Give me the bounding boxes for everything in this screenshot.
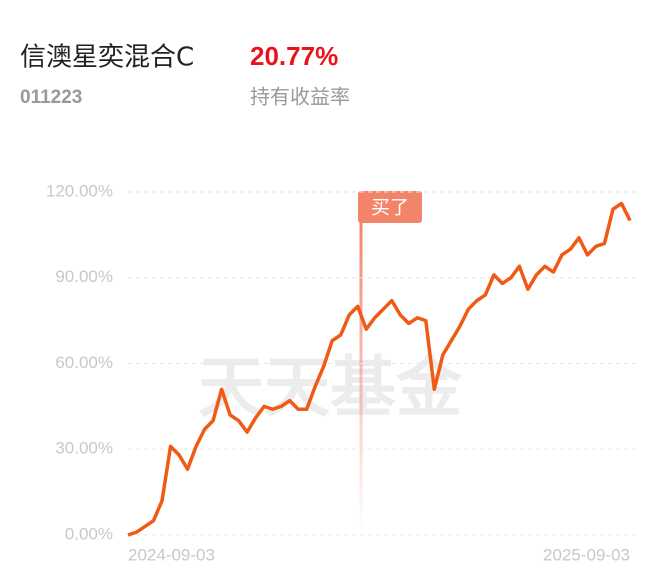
y-tick-label: 30.00% bbox=[55, 439, 113, 458]
annotation: 买了 bbox=[371, 197, 409, 219]
return-value: 20.77% bbox=[250, 41, 338, 71]
x-tick-label: 2024-09-03 bbox=[128, 545, 215, 564]
fund-code: 011223 bbox=[20, 87, 82, 108]
y-tick-label: 0.00% bbox=[65, 524, 113, 543]
y-tick-label: 120.00% bbox=[46, 181, 113, 200]
line bbox=[127, 201, 632, 537]
fund-name: 信澳星奕混合C bbox=[20, 43, 194, 73]
x-tick-label: 2025-09-03 bbox=[543, 545, 630, 564]
plot: 0.00% 30.00% 60.00% 90.00% 120.00% 2024-09-03… bbox=[46, 181, 640, 564]
return-label: 持有收益率 bbox=[250, 85, 350, 109]
buy-line bbox=[359, 222, 363, 532]
y-tick-label: 90.00% bbox=[55, 267, 113, 286]
watermark: 天天基金 bbox=[198, 349, 463, 426]
annotation-box bbox=[358, 191, 422, 223]
y-tick-label: 60.00% bbox=[55, 353, 113, 372]
